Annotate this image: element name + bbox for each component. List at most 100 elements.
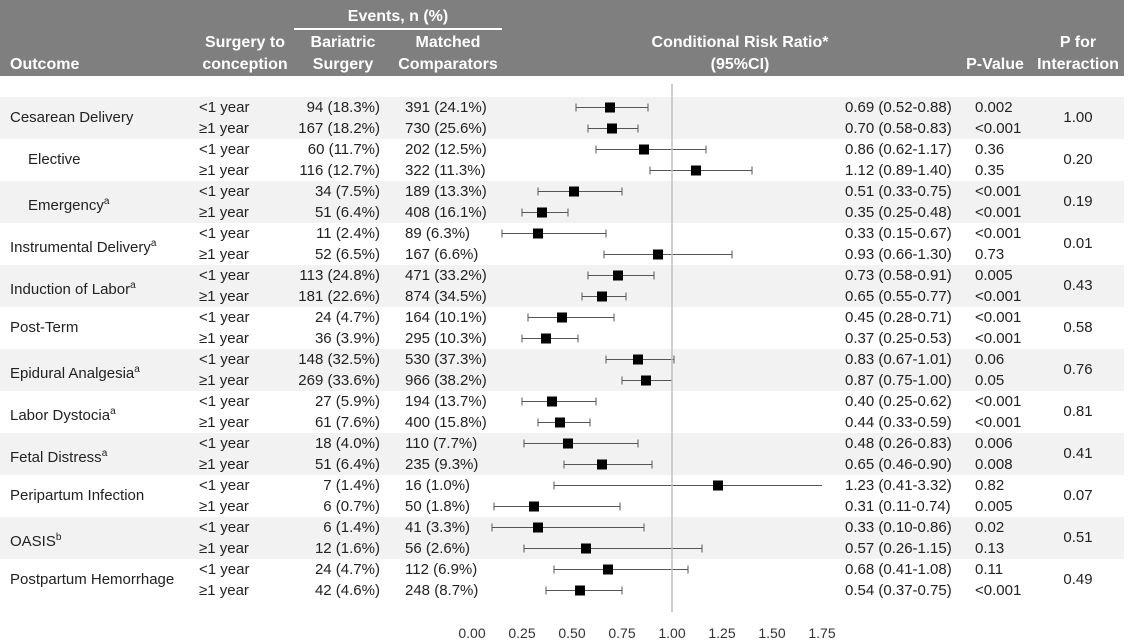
p-value: <0.001: [975, 414, 1022, 431]
events-header: Events, n (%): [347, 8, 449, 25]
outcome-name: Postpartum Hemorrhage: [10, 571, 175, 588]
outcome-name: Emergency: [28, 197, 104, 214]
point-estimate: [605, 102, 615, 113]
outcome-name: Cesarean Delivery: [10, 109, 134, 126]
group-label: <1 year: [199, 225, 250, 242]
x-tick-label: 1.75: [808, 625, 835, 641]
risk-ratio-ci: 0.54 (0.37-0.75): [845, 582, 952, 599]
p-interaction: 0.20: [1063, 151, 1093, 168]
p-interaction: 0.19: [1063, 193, 1093, 210]
outcome-name: Peripartum Infection: [10, 487, 145, 504]
bariatric-events: 51 (6.4%): [314, 456, 380, 473]
outcome-band: [0, 181, 1124, 223]
p-interaction: 0.01: [1063, 235, 1093, 252]
bariatric-header-line2: Surgery: [312, 56, 374, 73]
outcome-band: [0, 517, 1124, 559]
risk-ratio-ci: 0.87 (0.75-1.00): [845, 372, 952, 389]
p-interaction: 1.00: [1063, 109, 1093, 126]
outcome-name: OASIS: [10, 533, 56, 550]
p-value: 0.005: [975, 267, 1013, 284]
risk-ratio-ci: 0.65 (0.46-0.90): [845, 456, 952, 473]
outcome-name: Epidural Analgesia: [10, 365, 135, 382]
outcome-band: [0, 349, 1124, 391]
footnote-marker: b: [55, 532, 62, 543]
p-interaction: 0.41: [1063, 445, 1093, 462]
outcome-band: [0, 475, 1124, 517]
bariatric-events: 42 (4.6%): [314, 582, 380, 599]
group-label: ≥1 year: [199, 120, 249, 137]
outcome-band: [0, 139, 1124, 181]
comparator-events: 16 (1.0%): [405, 477, 471, 494]
p-value: <0.001: [975, 393, 1022, 410]
risk-ratio-ci: 0.93 (0.66-1.30): [845, 246, 952, 263]
outcome-label: Epidural Analgesiaa: [10, 359, 140, 384]
p-value: 0.36: [975, 141, 1005, 158]
group-label: ≥1 year: [199, 456, 249, 473]
pint-header-line2: Interaction: [1037, 56, 1119, 73]
risk-ratio-ci: 0.70 (0.58-0.83): [845, 120, 952, 137]
bariatric-events: 7 (1.4%): [323, 477, 380, 494]
bariatric-events: 27 (5.9%): [314, 393, 380, 410]
point-estimate: [533, 228, 543, 239]
comparator-events: 295 (10.3%): [405, 330, 487, 347]
outcome-header: Outcome: [10, 56, 80, 73]
group-label: ≥1 year: [199, 540, 249, 557]
group-label: <1 year: [199, 309, 250, 326]
risk-ratio-ci: 1.12 (0.89-1.40): [845, 162, 952, 179]
comparator-events: 248 (8.7%): [405, 582, 479, 599]
group-label: <1 year: [199, 183, 250, 200]
outcome-label: Induction of Labora: [10, 275, 136, 300]
p-interaction: 0.49: [1063, 571, 1093, 588]
bariatric-events: 11 (2.4%): [316, 225, 380, 242]
point-estimate: [639, 144, 649, 155]
point-estimate: [597, 459, 607, 470]
outcome-band: [0, 265, 1124, 307]
point-estimate: [713, 480, 723, 491]
point-estimate: [529, 501, 539, 512]
point-estimate: [597, 291, 607, 302]
comparator-events: 966 (38.2%): [405, 372, 487, 389]
outcome-label: Cesarean Delivery: [10, 107, 133, 128]
bariatric-events: 52 (6.5%): [314, 246, 380, 263]
point-estimate: [633, 354, 643, 365]
outcome-label: Fetal Distressa: [10, 443, 107, 468]
p-value: <0.001: [975, 225, 1022, 242]
p-value: <0.001: [975, 120, 1022, 137]
point-estimate: [653, 249, 663, 260]
bariatric-events: 51 (6.4%): [314, 204, 380, 221]
outcome-name: Labor Dystocia: [10, 407, 111, 424]
table-header: Events, n (%) Outcome Surgery to concept…: [0, 0, 1124, 76]
bariatric-events: 94 (18.3%): [306, 99, 380, 116]
risk-ratio-ci: 0.83 (0.67-1.01): [845, 351, 952, 368]
p-value: 0.008: [975, 456, 1013, 473]
events-header-rule: [294, 28, 502, 30]
comparator-events: 89 (6.3%): [405, 225, 471, 242]
x-tick-label: 1.50: [758, 625, 785, 641]
p-value: 0.005: [975, 498, 1013, 515]
comparator-events: 471 (33.2%): [405, 267, 487, 284]
point-estimate: [569, 186, 579, 197]
bariatric-events: 60 (11.7%): [307, 141, 380, 158]
p-value: 0.13: [975, 540, 1005, 557]
p-value: <0.001: [975, 288, 1022, 305]
bariatric-events: 148 (32.5%): [298, 351, 380, 368]
comparator-events: 202 (12.5%): [405, 141, 487, 158]
risk-ratio-ci: 0.40 (0.25-0.62): [845, 393, 952, 410]
group-label: ≥1 year: [199, 330, 249, 347]
group-label: <1 year: [199, 141, 250, 158]
outcome-label: Post-Term: [10, 317, 78, 338]
p-value: <0.001: [975, 330, 1022, 347]
group-label: <1 year: [199, 99, 250, 116]
p-interaction: 0.51: [1063, 529, 1093, 546]
point-estimate: [641, 375, 651, 386]
matched-header-line1: Matched: [415, 34, 481, 51]
risk-ratio-ci: 1.23 (0.41-3.32): [845, 477, 952, 494]
point-estimate: [581, 543, 591, 554]
x-tick-label: 0.75: [608, 625, 635, 641]
x-tick-label: 0.00: [458, 625, 485, 641]
comparator-events: 235 (9.3%): [405, 456, 479, 473]
group-label: ≥1 year: [199, 204, 249, 221]
group-label: ≥1 year: [199, 582, 249, 599]
group-label: <1 year: [199, 351, 250, 368]
